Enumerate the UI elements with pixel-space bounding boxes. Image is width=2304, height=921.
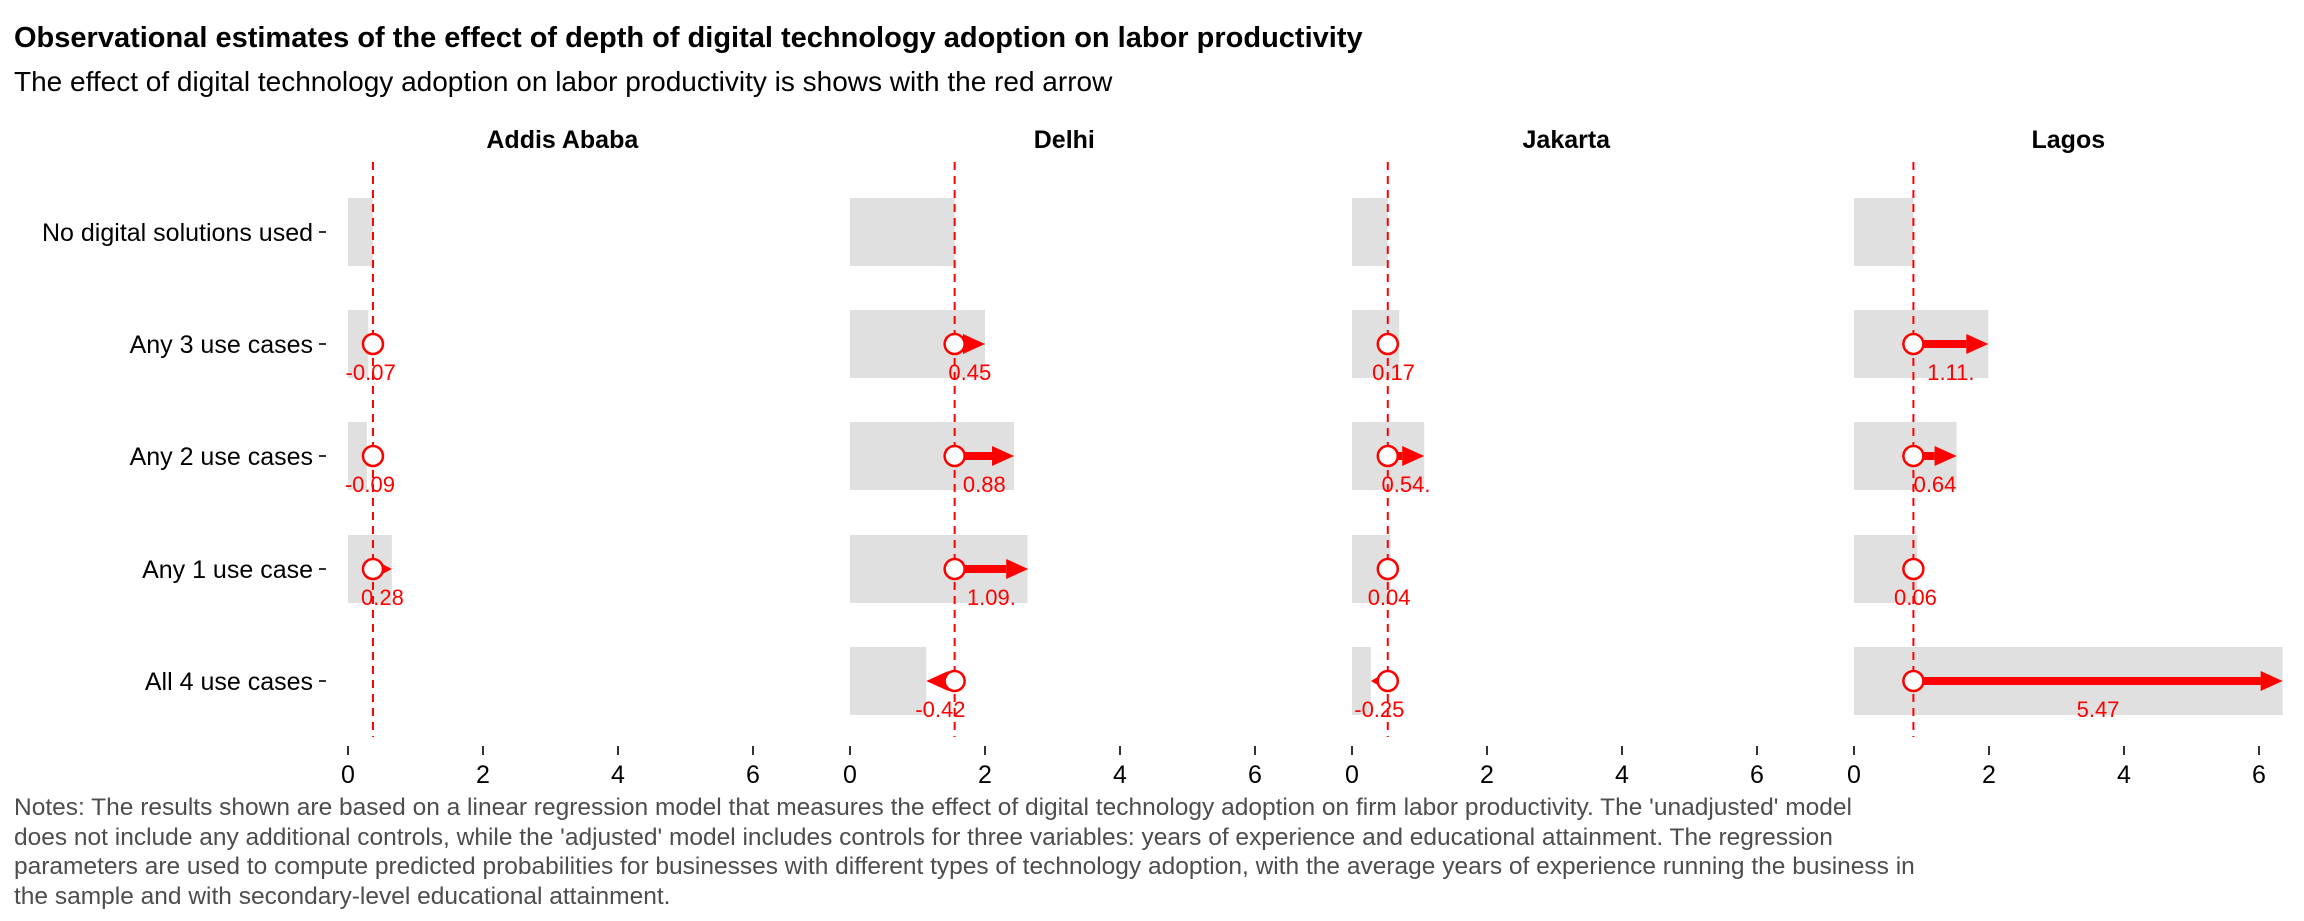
y-tick-label: Any 2 use cases [130,443,313,471]
effect-label: 0.88 [963,472,1006,497]
start-point [1902,332,1925,356]
x-tick-label: 4 [2117,761,2131,789]
effect-arrow-head [963,334,985,354]
bar [348,198,373,266]
effect-label: -0.25 [1354,697,1404,722]
effect-label: 0.04 [1368,585,1411,610]
bar [1352,198,1388,266]
bar [348,422,367,490]
effect-label: 0.17 [1372,360,1415,385]
page-subtitle: The effect of digital technology adoptio… [14,66,1113,97]
start-point [1376,557,1400,581]
x-tick-label: 0 [1345,761,1359,789]
effect-arrow-head [1402,446,1425,466]
y-tick-label: All 4 use cases [145,668,313,696]
panel-lagos: Lagos 1.11. 0.64 0.06 5.47 0 2 4 6 [1847,126,2283,789]
start-point [361,444,385,468]
notes-line: the sample and with secondary-level educ… [14,882,671,910]
panel-addis-ababa: Addis Ababa -0.07 -0.09 0.28 0 2 4 6 [341,126,760,789]
start-point [1902,669,1925,693]
y-axis: No digital solutions used Any 3 use cases… [42,219,326,696]
y-tick-label: Any 3 use cases [130,331,313,359]
effect-arrow-head [926,671,949,691]
effect-label: -0.42 [915,697,965,722]
start-point [943,557,966,581]
x-tick-label: 6 [2252,761,2266,789]
start-point [1376,669,1400,693]
bar [348,310,369,378]
notes-line: does not include any additional controls… [14,823,1833,851]
effect-arrow-head [1966,334,1989,354]
facet-label: Delhi [1034,126,1095,154]
x-tick-label: 4 [1615,761,1629,789]
chart-notes: Notes: The results shown are based on a … [14,793,2264,911]
start-point [1376,444,1400,468]
x-tick-label: 4 [1113,761,1127,789]
facet-label: Jakarta [1523,126,1612,154]
x-tick-label: 0 [1847,761,1861,789]
panel-delhi: Delhi 0.45 0.88 1.09. -0.42 0 2 4 6 [843,126,1262,789]
start-point [1902,444,1925,468]
chart-panels: Addis Ababa -0.07 -0.09 0.28 0 2 4 6 Delhi 0.45 0.… [341,126,2283,789]
facet-label: Addis Ababa [486,126,639,154]
start-point [361,557,385,581]
effect-label: -0.07 [346,360,396,385]
effect-label: 0.06 [1894,585,1937,610]
start-point [943,669,966,693]
x-tick-label: 6 [1750,761,1764,789]
x-tick-label: 6 [1248,761,1262,789]
start-point [361,332,385,356]
start-point [943,444,966,468]
effect-arrow-head [1006,559,1029,579]
x-tick-label: 4 [611,761,625,789]
x-tick-label: 6 [746,761,760,789]
x-tick-label: 2 [476,761,490,789]
start-point [943,332,966,356]
x-tick-label: 0 [843,761,857,789]
bar [850,198,955,266]
effect-label: 1.11. [1927,360,1974,385]
effect-arrow-head [2260,671,2283,691]
bar [850,647,927,715]
effect-label: -0.09 [345,472,395,497]
page-title: Observational estimates of the effect of… [14,22,1363,54]
notes-line: Notes: The results shown are based on a … [14,794,1852,821]
effect-label: 0.45 [948,360,991,385]
effect-label: 0.28 [361,585,404,610]
effect-label: 1.09. [967,585,1016,610]
y-tick-label: No digital solutions used [42,219,313,247]
start-point [1376,332,1400,356]
effect-arrow-head [992,446,1015,466]
bar [1854,198,1914,266]
effect-label: 0.54. [1382,472,1431,497]
facet-label: Lagos [2032,126,2106,154]
effect-label: 0.64 [1914,472,1957,497]
start-point [1902,557,1925,581]
effect-label: 5.47 [2077,697,2120,722]
notes-line: parameters are used to compute predicted… [14,853,1915,880]
y-tick-label: Any 1 use case [142,556,313,584]
effect-arrow-head [1934,446,1957,466]
x-tick-label: 0 [341,761,355,789]
x-tick-label: 2 [1982,761,1996,789]
x-tick-label: 2 [978,761,992,789]
bar [1352,647,1371,715]
x-tick-label: 2 [1480,761,1494,789]
panel-jakarta: Jakarta 0.17 0.54. 0.04 -0.25 0 2 4 6 [1345,126,1764,789]
